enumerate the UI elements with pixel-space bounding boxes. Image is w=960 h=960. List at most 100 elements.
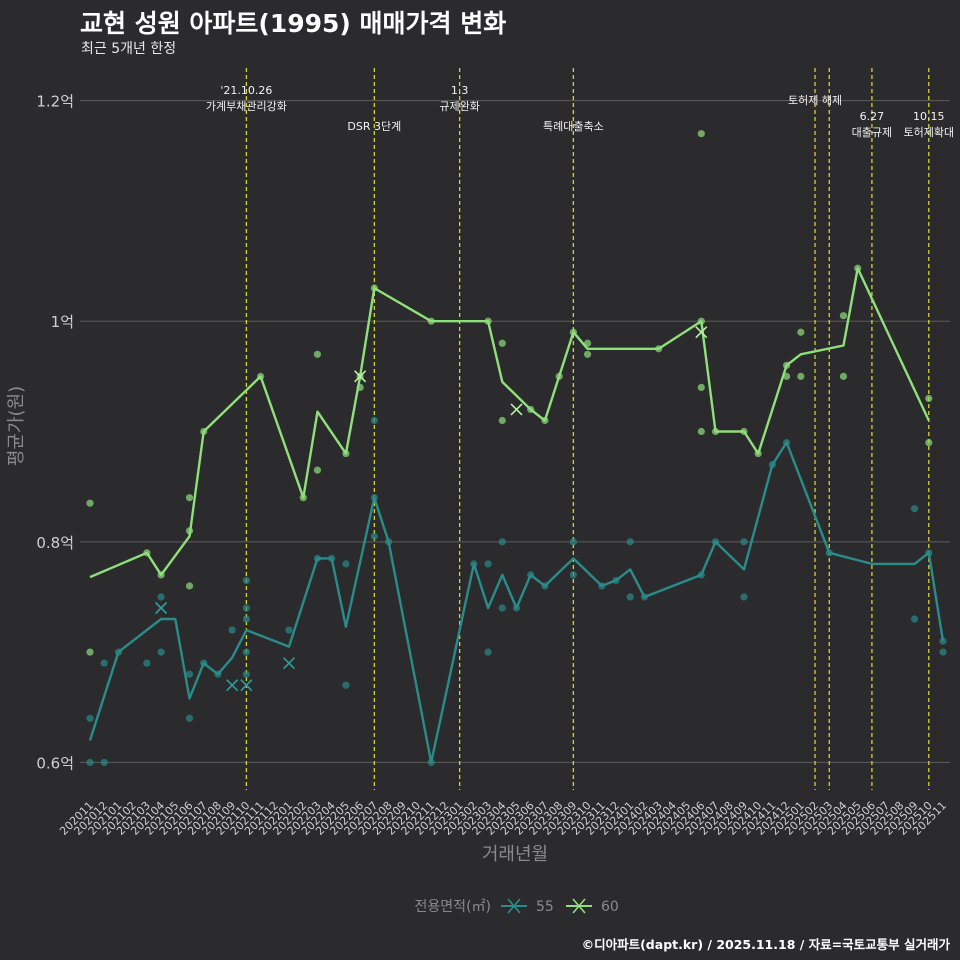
cancelled-point-60 <box>510 403 523 416</box>
data-point-55 <box>925 549 933 557</box>
event-label: DSR 3단계 <box>347 120 401 133</box>
event-label: 토허제 해제 <box>788 93 842 107</box>
data-point-60 <box>427 317 435 325</box>
legend-key-cross <box>572 898 586 914</box>
data-point-60 <box>313 466 322 474</box>
data-point-60 <box>839 312 848 320</box>
data-point-55 <box>527 571 535 579</box>
legend-title: 전용면적(㎡) <box>415 899 491 915</box>
data-point-60 <box>527 405 535 414</box>
data-point-60 <box>541 416 549 425</box>
data-point-60 <box>200 427 208 436</box>
data-point-60 <box>697 427 705 436</box>
data-point-55 <box>498 538 506 546</box>
data-point-55 <box>541 582 549 590</box>
data-point-60 <box>143 549 151 557</box>
data-point-55 <box>100 758 108 767</box>
data-point-60 <box>711 427 720 436</box>
data-point-55 <box>626 538 634 546</box>
data-point-60 <box>783 372 791 380</box>
data-point-55 <box>114 648 123 656</box>
data-point-55 <box>470 560 478 568</box>
data-point-55 <box>612 576 620 585</box>
data-point-60 <box>555 372 563 380</box>
data-point-55 <box>242 615 250 623</box>
y-tick-label: 0.6억 <box>36 754 74 772</box>
cross-stroke <box>354 370 367 383</box>
y-tick-label: 1억 <box>51 313 74 331</box>
cross-stroke <box>695 326 708 339</box>
y-tick-label: 1.2억 <box>36 93 74 111</box>
data-point-60 <box>925 394 933 403</box>
data-point-55 <box>328 554 336 562</box>
data-point-60 <box>797 328 805 336</box>
data-point-60 <box>925 438 933 447</box>
cross-stroke <box>155 601 168 615</box>
data-point-55 <box>484 560 492 568</box>
legend: 전용면적(㎡) 55 60 <box>415 898 619 915</box>
event-label: 토허제확대 <box>903 126 954 139</box>
transaction-points <box>86 130 947 767</box>
data-point-55 <box>740 538 748 546</box>
event-label: 규제완화 <box>439 100 479 113</box>
data-point-55 <box>228 626 236 634</box>
event-label: 대출규제 <box>852 126 892 139</box>
data-point-60 <box>655 345 663 353</box>
series-line-60 <box>89 267 930 579</box>
y-axis-title: 평균가(원) <box>6 386 27 466</box>
data-point-55 <box>697 571 705 579</box>
x-axis-title: 거래년월 <box>482 844 548 865</box>
data-point-55 <box>100 659 108 667</box>
data-point-55 <box>910 505 919 513</box>
data-point-55 <box>370 532 378 540</box>
data-point-60 <box>854 264 862 272</box>
data-point-60 <box>697 383 705 391</box>
data-point-55 <box>939 637 947 645</box>
data-point-55 <box>626 593 634 601</box>
data-point-55 <box>313 554 322 562</box>
chart-title: 교현 성원 아파트(1995) 매매가격 변화 <box>80 9 507 38</box>
cancelled-point-55 <box>155 601 168 615</box>
cross-stroke <box>240 679 253 692</box>
cancelled-point-55 <box>282 657 296 670</box>
data-point-55 <box>740 593 748 601</box>
data-point-55 <box>86 714 94 722</box>
data-point-60 <box>185 582 194 590</box>
data-point-60 <box>313 350 322 358</box>
data-point-55 <box>569 571 577 579</box>
source-caption: ©디아파트(dapt.kr) / 2025.11.18 / 자료=국토교통부 실… <box>581 937 950 952</box>
data-point-60 <box>342 449 350 458</box>
data-point-60 <box>257 372 265 380</box>
chart-subtitle: 최근 5개년 한정 <box>81 41 177 57</box>
data-point-55 <box>427 758 435 767</box>
data-point-55 <box>185 670 194 678</box>
data-point-55 <box>370 416 378 425</box>
data-point-60 <box>498 416 506 425</box>
data-point-55 <box>768 461 777 469</box>
data-point-60 <box>185 494 194 502</box>
data-point-55 <box>342 681 350 689</box>
data-point-55 <box>157 648 165 656</box>
data-point-60 <box>569 328 577 336</box>
data-point-55 <box>939 648 947 656</box>
data-point-55 <box>640 593 649 601</box>
data-point-60 <box>86 499 94 507</box>
cancelled-point-60 <box>354 370 367 383</box>
data-point-55 <box>783 438 791 447</box>
legend-key-cross <box>507 898 521 914</box>
data-point-60 <box>697 130 705 138</box>
event-label: 가계부채관리강화 <box>206 100 287 113</box>
event-label: 10.15 <box>913 110 945 123</box>
data-point-55 <box>910 615 919 623</box>
y-tick-label: 0.8억 <box>36 534 74 552</box>
data-point-55 <box>185 714 194 722</box>
data-point-55 <box>825 549 833 557</box>
data-point-60 <box>697 317 705 325</box>
data-point-55 <box>157 593 165 601</box>
data-point-60 <box>498 339 506 347</box>
event-label: 1.3 <box>451 84 469 97</box>
cross-stroke <box>282 657 296 670</box>
